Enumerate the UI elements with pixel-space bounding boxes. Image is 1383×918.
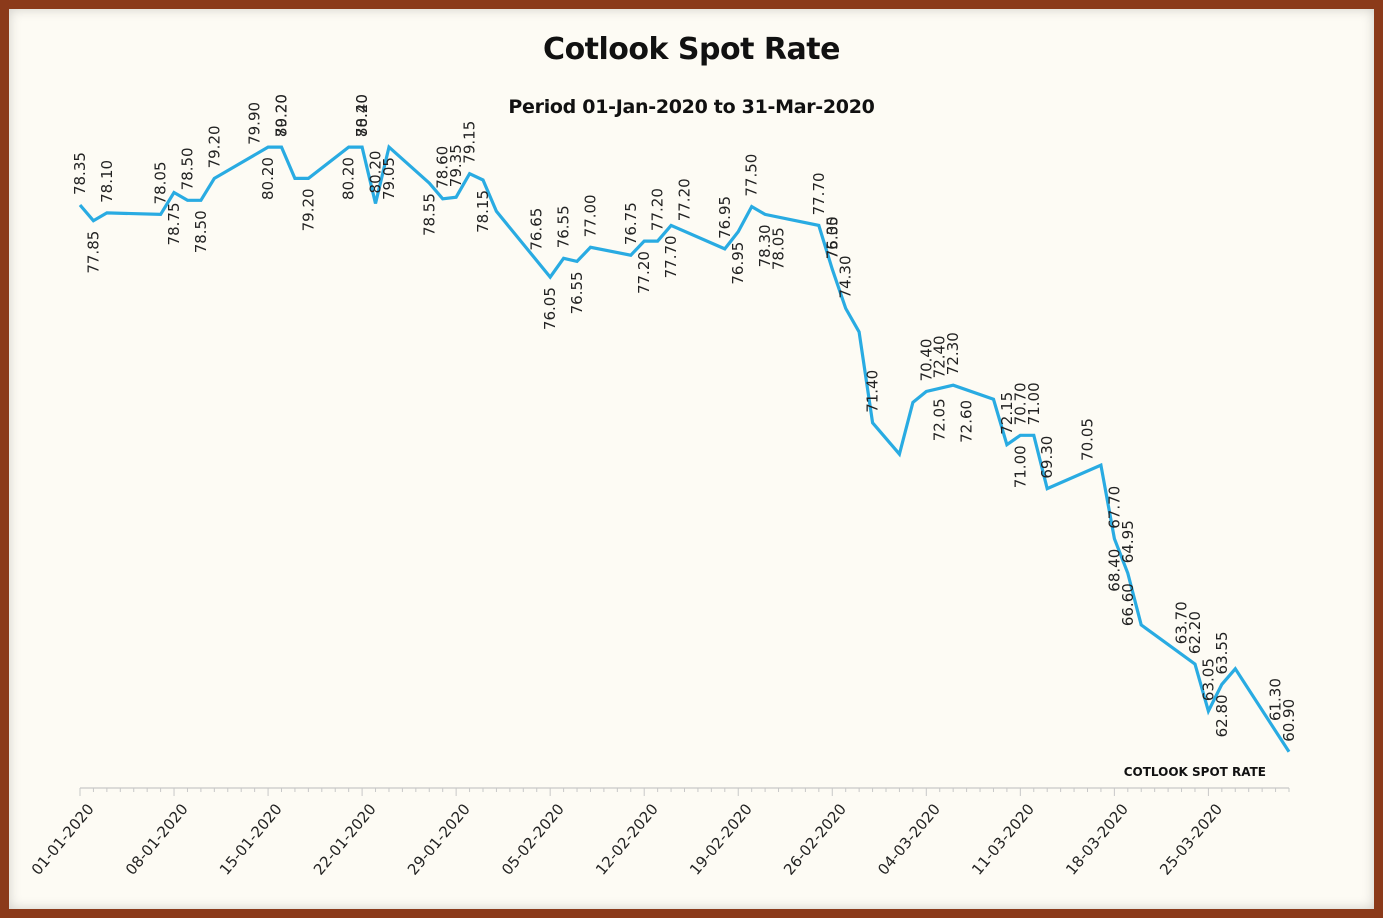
data-label: 63.55 <box>1213 631 1231 674</box>
data-label: 79.20 <box>273 94 291 137</box>
data-label: 70.05 <box>1079 418 1097 461</box>
data-label: 76.05 <box>541 287 559 330</box>
x-tick-label: 01-01-2020 <box>28 800 98 878</box>
data-label: 60.90 <box>1280 699 1298 742</box>
x-tick-label: 19-02-2020 <box>686 800 756 878</box>
data-label: 79.90 <box>246 102 264 145</box>
data-label: 77.85 <box>84 231 102 274</box>
data-label: 80.20 <box>259 157 277 200</box>
data-label: 76.95 <box>716 196 734 239</box>
data-label: 62.20 <box>1186 611 1204 654</box>
data-label: 78.50 <box>192 210 210 253</box>
chart-title: Cotlook Spot Rate <box>543 32 840 67</box>
data-label: 79.20 <box>205 125 223 168</box>
data-label: 68.40 <box>1105 549 1123 592</box>
data-label: 80.20 <box>273 94 291 137</box>
data-label: 76.55 <box>555 205 573 248</box>
data-label: 72.40 <box>931 335 949 378</box>
data-label: 80.20 <box>367 151 385 194</box>
data-label: 78.75 <box>165 203 183 246</box>
x-tick-label: 26-02-2020 <box>780 800 850 878</box>
data-label: 64.95 <box>1119 520 1137 563</box>
data-label: 76.30 <box>823 216 841 259</box>
data-label: 77.20 <box>649 188 667 231</box>
data-label: 78.55 <box>420 193 438 236</box>
data-label: 72.30 <box>944 332 962 375</box>
data-label: 77.70 <box>662 235 680 278</box>
data-label: 70.70 <box>1011 382 1029 425</box>
data-label: 78.40 <box>353 94 371 137</box>
x-tick-label: 08-01-2020 <box>122 800 192 878</box>
data-label: 66.60 <box>1119 583 1137 626</box>
data-label: 74.30 <box>837 255 855 298</box>
data-label: 72.15 <box>998 392 1016 435</box>
data-label: 76.55 <box>568 271 586 314</box>
data-label: 71.00 <box>1025 382 1043 425</box>
data-label: 76.65 <box>528 208 546 251</box>
x-tick-label: 18-03-2020 <box>1062 800 1132 878</box>
data-label: 78.30 <box>756 224 774 267</box>
x-tick-label: 25-03-2020 <box>1156 800 1226 878</box>
data-label: 61.30 <box>1267 678 1285 721</box>
data-label: 67.70 <box>1105 486 1123 529</box>
data-label: 76.95 <box>729 242 747 285</box>
data-label: 77.70 <box>810 172 828 215</box>
data-label: 75.05 <box>823 216 841 259</box>
data-label: 70.40 <box>917 339 935 382</box>
data-label: 69.30 <box>1038 436 1056 479</box>
data-label: 78.60 <box>434 146 452 189</box>
data-label: 77.20 <box>635 251 653 294</box>
data-label: 80.20 <box>353 94 371 137</box>
data-label: 79.20 <box>299 188 317 231</box>
x-tick-label: 15-01-2020 <box>216 800 286 878</box>
legend-label: COTLOOK SPOT RATE <box>1124 765 1266 779</box>
x-tick-label: 04-03-2020 <box>874 800 944 878</box>
data-label: 71.00 <box>1011 445 1029 488</box>
x-tick-label: 22-01-2020 <box>310 800 380 878</box>
data-label: 78.15 <box>474 190 492 233</box>
x-tick-label: 11-03-2020 <box>968 800 1038 878</box>
x-tick-label: 12-02-2020 <box>592 800 662 878</box>
data-label: 78.05 <box>770 227 788 270</box>
data-label: 71.40 <box>864 370 882 413</box>
series-line <box>78 144 1291 753</box>
data-label: 79.35 <box>447 144 465 187</box>
x-tick-label: 05-02-2020 <box>498 800 568 878</box>
data-label: 79.15 <box>461 121 479 164</box>
data-label: 77.00 <box>581 194 599 237</box>
data-label: 78.50 <box>178 147 196 190</box>
data-label: 76.75 <box>622 202 640 245</box>
data-label: 72.60 <box>958 400 976 443</box>
data-label: 72.05 <box>931 398 949 441</box>
data-label: 77.50 <box>743 154 761 197</box>
chart-subtitle: Period 01-Jan-2020 to 31-Mar-2020 <box>508 96 875 118</box>
data-label: 78.05 <box>152 161 170 204</box>
data-label: 77.20 <box>676 178 694 221</box>
data-label: 80.20 <box>340 157 358 200</box>
data-label: 78.35 <box>71 152 89 195</box>
data-label: 79.05 <box>380 157 398 200</box>
data-label: 62.80 <box>1213 694 1231 737</box>
data-label: 63.05 <box>1199 658 1217 701</box>
x-tick-label: 29-01-2020 <box>404 800 474 878</box>
data-label: 78.10 <box>98 160 116 203</box>
data-label: 63.70 <box>1173 601 1191 644</box>
